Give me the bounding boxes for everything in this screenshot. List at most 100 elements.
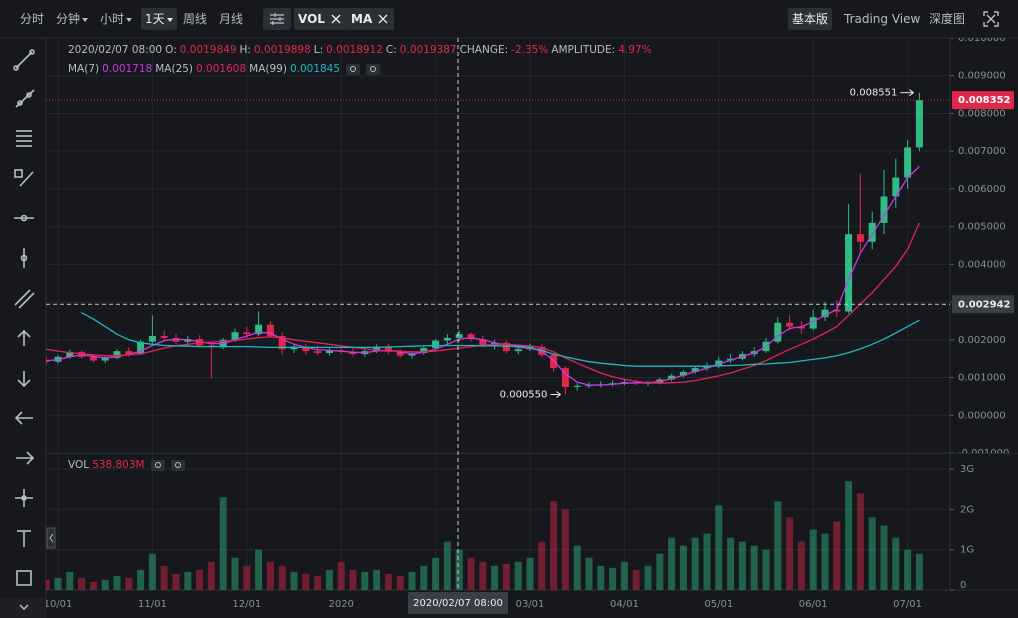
tool-arrow-down[interactable] (17, 371, 31, 388)
tool-arrow-left[interactable] (14, 411, 33, 425)
candle-body (396, 351, 404, 356)
low-annotation: 0.000550 (500, 390, 548, 401)
volume-bar (845, 481, 853, 590)
legend-label: C: (385, 44, 397, 56)
view-tab[interactable]: 深度图 (929, 12, 966, 26)
candle-body (325, 350, 333, 354)
interval-tab[interactable]: 分钟 (52, 8, 92, 30)
legend-value: 0.0018912 (326, 44, 383, 56)
ma-legend: MA(7) 0.001718 MA(25) 0.001608 MA(99) 0.00184… (68, 63, 383, 75)
tool-arrow-up[interactable] (17, 329, 31, 346)
tool-channel[interactable] (14, 289, 35, 309)
visibility-icon[interactable] (346, 63, 361, 75)
tool-vertical[interactable] (20, 248, 28, 268)
arrow-head (556, 391, 562, 398)
interval-tab[interactable]: 周线 (183, 12, 208, 26)
volume-bar (302, 573, 310, 590)
legend-value: -2.35% (511, 44, 549, 56)
indicator-chip[interactable]: VOL (294, 8, 347, 30)
candle-body (349, 351, 357, 355)
candle-body (231, 332, 239, 340)
candle-body (373, 346, 381, 352)
candle-body (774, 322, 782, 342)
remove-icon[interactable] (331, 14, 341, 24)
volume-bar (467, 557, 475, 590)
volume-bar (207, 561, 215, 590)
vol-tick-label: 2G (960, 504, 974, 515)
volume-bar (644, 565, 652, 590)
pane-toggle[interactable] (46, 527, 56, 549)
candle-body (679, 371, 687, 376)
view-tab[interactable]: Trading View (844, 12, 921, 26)
collapse-icon[interactable] (19, 604, 29, 611)
candle-body (668, 375, 676, 380)
tool-text[interactable] (17, 530, 31, 547)
candle-body (479, 339, 487, 346)
visibility-icon[interactable] (170, 459, 185, 471)
volume-bar (314, 575, 322, 590)
volume-bar (46, 579, 50, 590)
candle-body (255, 324, 263, 335)
last-price-box (952, 91, 1014, 110)
volume-bar (668, 537, 676, 590)
candle-body (573, 385, 581, 387)
indicator-chip[interactable]: MA (347, 8, 395, 30)
volume-bar (278, 565, 286, 590)
volume-bar (290, 571, 298, 590)
interval-tab[interactable]: 分时 (20, 12, 45, 26)
tool-arrow-right[interactable] (16, 451, 35, 465)
visibility-icon[interactable] (150, 459, 165, 471)
candle-body (243, 332, 251, 335)
candle-body (915, 100, 923, 148)
fullscreen-icon[interactable] (983, 11, 999, 27)
tool-rectangle[interactable] (16, 570, 32, 586)
tool-cross[interactable] (15, 489, 33, 507)
candle-body (833, 309, 841, 312)
candle-body (420, 348, 428, 354)
ma-name: MA(25) (155, 63, 194, 75)
tool-ray[interactable] (15, 89, 35, 108)
x-tick-label: 2020 (328, 599, 353, 610)
volume-bar (786, 517, 794, 590)
tool-pattern[interactable] (14, 169, 34, 187)
y-tick-label: 0.000000 (958, 410, 1006, 421)
tool-fib[interactable] (16, 130, 32, 147)
visibility-icon[interactable] (366, 63, 381, 75)
price-pane (46, 38, 950, 453)
volume-bar (880, 525, 888, 590)
tool-horizontal[interactable] (14, 214, 34, 222)
volume-bar (797, 541, 805, 590)
volume-bar (101, 579, 109, 590)
volume-bar (361, 571, 369, 590)
volume-bar (66, 571, 74, 590)
ma-line (46, 165, 920, 386)
interval-tab[interactable]: 1天 (141, 8, 177, 30)
candle-body (160, 336, 168, 338)
candle-body (502, 342, 510, 352)
volume-bar (337, 561, 345, 590)
interval-tab[interactable]: 月线 (219, 12, 244, 26)
interval-tab[interactable]: 小时 (96, 8, 136, 30)
volume-bar (904, 549, 912, 590)
volume-bar (738, 541, 746, 590)
candle-body (797, 326, 805, 329)
tool-trend-line[interactable] (13, 49, 35, 71)
interval-label: 小时 (100, 12, 125, 26)
candle-body (845, 234, 853, 312)
volume-bar (196, 569, 204, 590)
indicator-settings[interactable] (263, 8, 291, 30)
volume-bar (821, 533, 829, 590)
volume-bar (54, 577, 62, 590)
x-tick-label: 03/01 (516, 599, 545, 610)
y-tick-label: 0.001000 (958, 373, 1006, 384)
legend-label: O: (165, 44, 177, 56)
remove-icon[interactable] (378, 14, 388, 24)
volume-bar (349, 569, 357, 590)
volume-bar (479, 561, 487, 590)
view-tab[interactable]: 基本版 (788, 8, 833, 30)
crosshair-time-label: 2020/02/07 08:00 (413, 598, 503, 609)
candle-body (514, 349, 522, 352)
legend-value: 0.0019387 (399, 44, 457, 56)
